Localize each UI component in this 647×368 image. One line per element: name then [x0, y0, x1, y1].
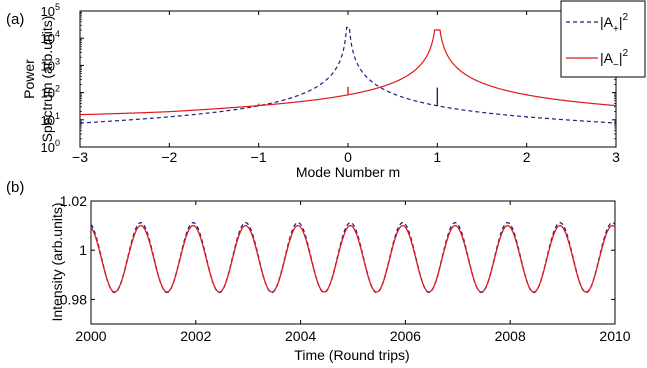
panel-a-series-line-2 — [79, 29, 617, 116]
panel-b-ytick-label: 1 — [79, 242, 87, 258]
panel-a-xlabel: Mode Number m — [296, 164, 400, 180]
legend-box — [560, 0, 646, 78]
panel-a-frame — [79, 10, 617, 148]
panel-a-xtick-label: 2 — [523, 149, 531, 165]
legend-label: |A+|2 — [600, 12, 628, 35]
panel-b-xtick-label: 2004 — [285, 328, 316, 344]
panel-a-xtick-label: −2 — [161, 149, 177, 165]
panel-b: (b) 2000 2002 2004 2006 2008 2010 0.98 1 1.02 In… — [6, 179, 631, 363]
panel-a-ylabel-line2: Spectrum (arb.units) — [39, 16, 55, 143]
panel-b-ytick-label: 1.02 — [60, 193, 87, 209]
panel-b-xtick-label: 2010 — [599, 328, 630, 344]
panel-b-ytick-label: 0.98 — [60, 291, 87, 307]
panel-a-xtick-label: 0 — [344, 149, 352, 165]
panel-b-frame — [90, 200, 616, 325]
panel-b-series-line-2 — [90, 224, 616, 293]
panel-b-xlabel: Time (Round trips) — [294, 347, 409, 363]
legend: |A+|2 |A−|2 — [560, 0, 646, 78]
panel-b-ticks: 2000 2002 2004 2006 2008 2010 0.98 1 1.02 — [60, 193, 631, 344]
legend-label: |A−|2 — [600, 48, 628, 71]
panel-b-xtick-label: 2000 — [75, 328, 106, 344]
panel-b-xtick-label: 2002 — [180, 328, 211, 344]
panel-a-label: (a) — [6, 11, 24, 28]
panel-b-xtick-label: 2006 — [390, 328, 421, 344]
panel-b-xtick-label: 2008 — [495, 328, 526, 344]
panel-a-xtick-label: 1 — [433, 149, 441, 165]
legend-entries: |A+|2 |A−|2 — [566, 12, 628, 71]
panel-b-series — [90, 221, 616, 294]
panel-a-series — [79, 26, 617, 124]
panel-a-xtick-label: −3 — [72, 149, 88, 165]
panel-b-ylabel: Intensity (arb.units) — [49, 202, 65, 321]
panel-a-xtick-label: 3 — [612, 149, 620, 165]
panel-b-label: (b) — [6, 179, 24, 196]
panel-a-ylabel-line1: Power — [21, 59, 37, 99]
panel-b-series-line-1 — [90, 221, 616, 294]
panel-a-series-line-1 — [79, 26, 617, 124]
panel-a-xtick-label: −1 — [251, 149, 267, 165]
